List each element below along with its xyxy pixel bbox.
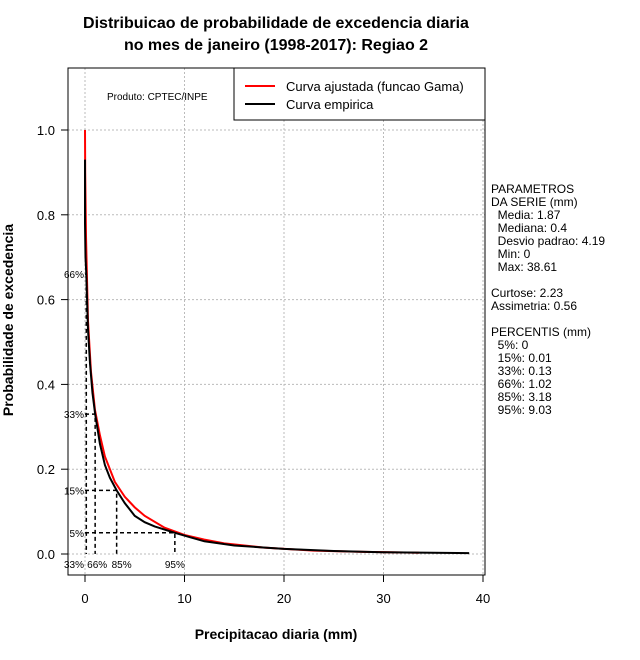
- legend-label-empirical: Curva empirica: [286, 97, 374, 112]
- percentile-dashed-line: [85, 489, 118, 554]
- side-panel-line: 5%: 0: [491, 338, 529, 352]
- chart-title-line1: Distribuicao de probabilidade de exceden…: [83, 15, 469, 32]
- side-panel-line: 95%: 9.03: [491, 403, 552, 417]
- side-panel-line: PERCENTIS (mm): [491, 325, 591, 339]
- empirical-curve: [84, 159, 470, 555]
- percentile-dashed-line: [85, 532, 176, 554]
- x-tick-label: 0: [81, 591, 88, 606]
- percentile-x-label: 66%: [87, 560, 107, 571]
- side-panel-line: Mediana: 0.4: [491, 221, 567, 235]
- side-panel-line: 15%: 0.01: [491, 351, 552, 365]
- side-panel-line: Media: 1.87: [491, 208, 561, 222]
- percentile-label: 15%: [64, 486, 84, 497]
- y-tick-label: 0.2: [37, 462, 55, 477]
- side-panel-line: Curtose: 2.23: [491, 286, 563, 300]
- side-panel-line: 85%: 3.18: [491, 390, 552, 404]
- chart-title-line2: no mes de janeiro (1998-2017): Regiao 2: [124, 37, 428, 54]
- percentile-label: 5%: [70, 529, 85, 540]
- side-panel-line: PARAMETROS: [491, 182, 574, 196]
- percentile-label: 66%: [64, 270, 84, 281]
- side-panel-line: DA SERIE (mm): [491, 195, 578, 209]
- legend: Curva ajustada (funcao Gama) Curva empir…: [233, 67, 486, 121]
- percentile-x-label: 33%: [64, 560, 84, 571]
- x-tick-label: 40: [476, 591, 490, 606]
- product-label: Produto: CPTEC/INPE: [107, 92, 208, 103]
- side-panel-line: 66%: 1.02: [491, 377, 552, 391]
- legend-box: [233, 67, 486, 121]
- percentile-x-label: 95%: [165, 560, 185, 571]
- percentile-x-label: 85%: [112, 560, 132, 571]
- x-tick-label: 20: [277, 591, 291, 606]
- y-tick-label: 0.6: [37, 293, 55, 308]
- side-panel-line: 33%: 0.13: [491, 364, 552, 378]
- x-tick-label: 30: [376, 591, 390, 606]
- y-tick-label: 0.4: [37, 377, 55, 392]
- gamma-curve: [84, 129, 420, 554]
- side-panel-line: Assimetria: 0.56: [491, 299, 577, 313]
- y-tick-label: 0.0: [37, 547, 55, 562]
- y-tick-label: 1.0: [37, 123, 55, 138]
- legend-label-gamma: Curva ajustada (funcao Gama): [286, 79, 464, 94]
- percentile-markers: 66%33%15%5%33% 66% 85% 95%: [64, 270, 185, 571]
- y-axis-label: Probabilidade de excedencia: [0, 224, 16, 416]
- side-panel-line: Desvio padrao: 4.19: [491, 234, 605, 248]
- x-tick-label: 10: [177, 591, 191, 606]
- grid: [68, 68, 485, 575]
- plot-frame: [67, 67, 486, 576]
- series-lines: [84, 129, 470, 555]
- percentile-label: 33%: [64, 410, 84, 421]
- axes: 0 10 20 30 40 0.0 0.2 0.4 0.6 0.8 1.0: [37, 123, 490, 606]
- x-axis-label: Precipitacao diaria (mm): [195, 626, 358, 642]
- side-panel-line: Min: 0: [491, 247, 531, 261]
- y-tick-label: 0.8: [37, 208, 55, 223]
- side-panel-line: Max: 38.61: [491, 260, 557, 274]
